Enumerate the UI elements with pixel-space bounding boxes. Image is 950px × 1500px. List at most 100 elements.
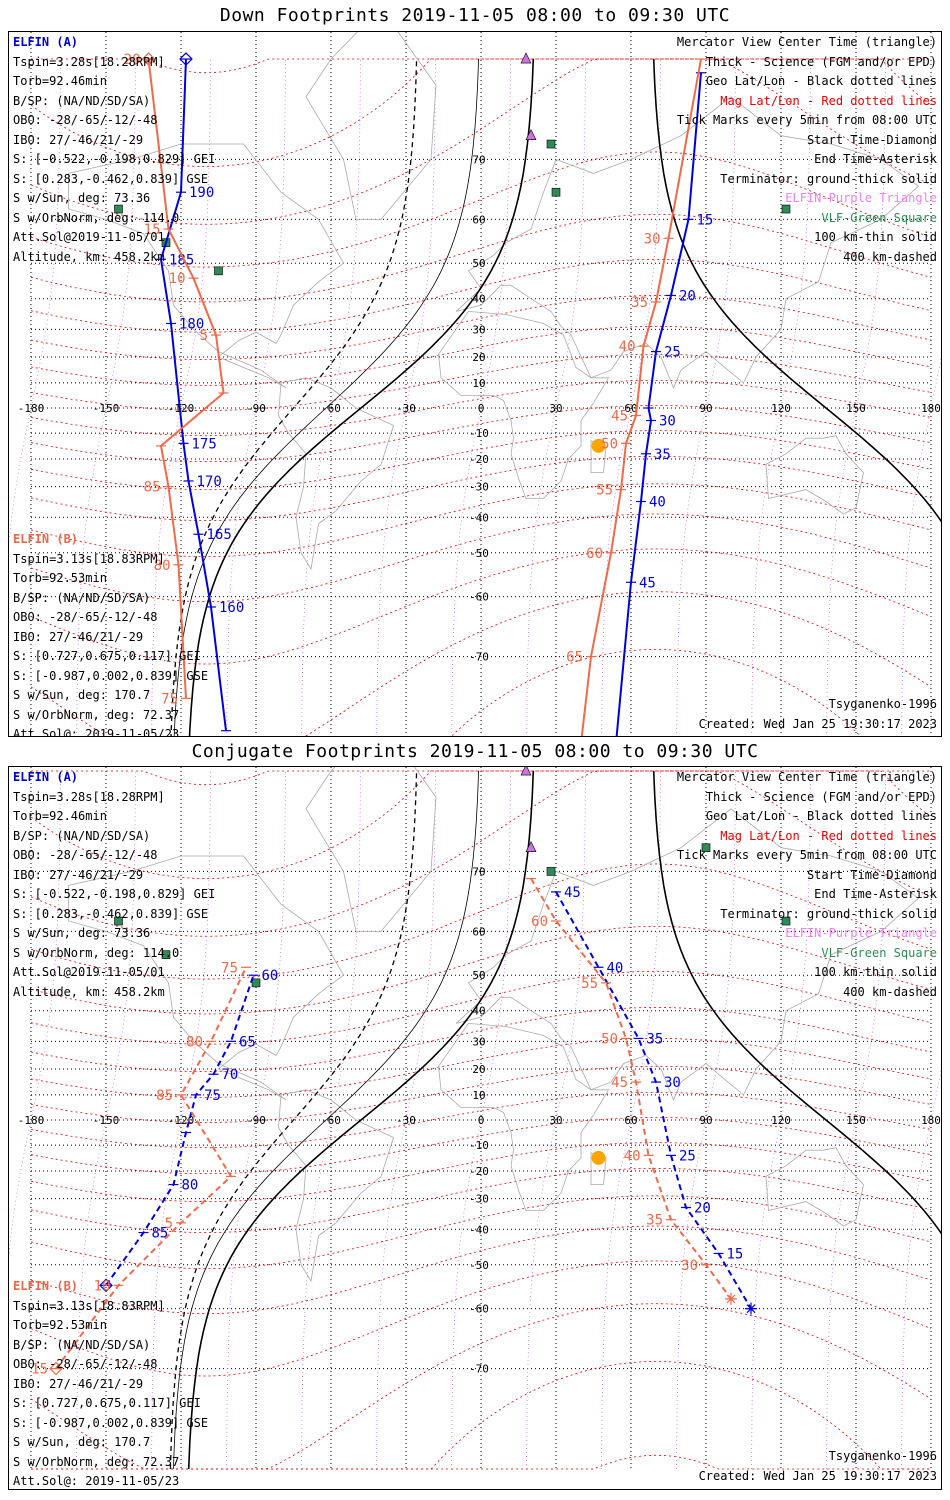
lon-tick-label: -180 [18, 402, 45, 415]
track-tick-label: 45 [564, 885, 581, 901]
track-tick-label: 65 [566, 650, 583, 666]
mag-lat-gridline [30, 1117, 932, 1175]
start-diamond-marker [99, 1278, 113, 1293]
lon-tick-label: -150 [93, 402, 120, 415]
track-tick-label: 45 [611, 409, 628, 425]
elfin-b-info-line: IBO: 27/-46/21/-29 [13, 1376, 144, 1391]
elfin-a-info-line: Torb=92.46min [13, 74, 107, 88]
coastline [765, 1147, 864, 1227]
elfin-b-info-line: B/SP: (NA/ND/SD/SA) [13, 1337, 151, 1352]
elfin-b-info-line: B/SP: (NA/ND/SD/SA) [13, 590, 151, 605]
legend-line: VLF-Green Square [821, 210, 937, 225]
track-tick-label: 85 [152, 1226, 169, 1242]
legend: Mercator View Center Time (triangle) Thic… [677, 768, 937, 1002]
vlf-station-marker [251, 978, 261, 988]
lat-tick-label: -30 [469, 1193, 489, 1206]
track-tick-label: 80 [186, 1034, 203, 1050]
terminator-100km [173, 770, 479, 1470]
track-tick-label: 35 [654, 447, 671, 463]
elfin-a-info-line: S: [-0.522,-0.198,0.829] GEI [13, 887, 216, 901]
track-tick-label: 40 [619, 339, 636, 355]
vlf-station-marker [701, 843, 711, 853]
terminator-ground [188, 58, 535, 736]
lon-tick-label: 150 [846, 1114, 866, 1127]
elfin-b-info-line: S: [-0.987,0.002,0.839] GSE [13, 668, 209, 683]
elfin-b-info-line: S w/Sun, deg: 170.7 [13, 688, 151, 702]
lon-tick-label: -150 [93, 1114, 120, 1127]
elfin-a-info-line: S: [0.283,-0.462,0.839] GSE [13, 171, 209, 186]
coastline [455, 96, 920, 389]
legend-line: 400 km-dashed [843, 984, 937, 999]
lon-tick-label: 30 [549, 402, 562, 415]
mag-lat-gridline [30, 58, 932, 168]
elfin-b-info: ELFIN (B) Tspin=3.13s[18.83RPM] Torb=92.53… [13, 1277, 208, 1489]
legend-line: ELFIN-Purple Triangle [785, 926, 937, 940]
track-tick-label: 20 [679, 288, 696, 304]
track-tick-label: 40 [607, 960, 624, 976]
legend-line: End Time-Asterisk [814, 152, 937, 166]
mag-lat-gridline [30, 1037, 932, 1098]
vlf-station-marker [114, 916, 123, 926]
down-footprints-map-panel: -180 -150 -120 -90 -60 -30 0 30 60 90 120 150 180 70 6… [8, 31, 942, 737]
mag-lat-gridline [30, 1142, 932, 1203]
track-tick-label: 15 [31, 1362, 48, 1378]
vlf-station-marker [214, 266, 223, 276]
track-tick-label: 85 [144, 480, 161, 496]
lon-tick-label: 180 [921, 1114, 941, 1127]
mag-lat-gridline [30, 770, 932, 880]
elfin-a-info-line: S w/Sun, deg: 73.36 [13, 926, 151, 940]
track-tick-label: 75 [161, 691, 178, 707]
track-tick-label: 80 [154, 558, 171, 574]
lat-tick-label: -40 [469, 511, 489, 524]
track-tick-label: 25 [664, 345, 681, 361]
track-tick-label: 10 [169, 271, 186, 287]
down-footprints-map: -180 -150 -120 -90 -60 -30 0 30 60 90 120 150 180 70 6… [9, 32, 941, 736]
coastline [765, 435, 864, 515]
terminator-ground [652, 770, 941, 1235]
track-tick-label: 10 [94, 1278, 111, 1294]
elfin-a-info-line: S w/OrbNorm, deg: 114.0 [13, 210, 180, 225]
elfin-b-info-line: S: [0.727,0.675,0.117] GEI [13, 1396, 201, 1410]
track-tick-label: 5 [165, 1216, 173, 1232]
terminator-400km [170, 58, 418, 736]
track-tick-label: 190 [189, 185, 214, 201]
lat-tick-label: 50 [472, 257, 485, 270]
coastline [438, 1022, 610, 1211]
elfin-a-info-line: IBO: 27/-46/21/-29 [13, 132, 144, 147]
track-tick-label: 60 [262, 968, 279, 984]
mag-lat-gridline [31, 1360, 931, 1470]
lon-tick-label: 180 [921, 402, 941, 415]
track-tick-label: 15 [144, 222, 161, 238]
lat-tick-label: -20 [469, 453, 489, 466]
model-label: Tsyganenko-1996 [828, 697, 937, 711]
conjugate-footprints-title: Conjugate Footprints 2019-11-05 08:00 to… [191, 741, 759, 762]
lat-tick-label: 50 [472, 969, 485, 982]
track-tick-label: 15 [697, 212, 714, 228]
lon-tick-label: 0 [478, 1114, 485, 1127]
legend-line: Mag Lat/Lon - Red dotted lines [720, 828, 937, 843]
lon-tick-label: 90 [699, 402, 712, 415]
track-tick-label: 15 [727, 1246, 744, 1262]
elfin-b-info-line: S w/OrbNorm, deg: 72.37 [13, 1454, 180, 1469]
mag-lat-gridline [451, 648, 861, 736]
created-label: Created: Wed Jan 25 19:30:17 2023 [698, 717, 937, 731]
lon-tick-label: 120 [771, 1114, 791, 1127]
terminator-400km [169, 770, 418, 1470]
track-tick-label: 30 [681, 1258, 698, 1274]
mag-lat-gridline [31, 770, 931, 786]
mag-lat-gridline [31, 58, 931, 74]
track-tick-label: 70 [222, 1067, 239, 1083]
elfin-a-info-line: Torb=92.46min [13, 809, 107, 823]
lon-tick-label: 90 [699, 1114, 712, 1127]
track-tick-label: 55 [596, 483, 613, 499]
lat-tick-label: 10 [472, 377, 485, 390]
coastline [68, 855, 345, 1101]
elfin-a-info-line: OBO: -28/-65/-12/-48 [13, 113, 158, 127]
coastline [278, 377, 394, 571]
vlf-station-marker [546, 139, 556, 149]
track-tick-label: 165 [207, 527, 232, 543]
track-tick-label: 75 [221, 960, 238, 976]
coastline [305, 767, 437, 932]
elfin-a-track [105, 974, 255, 1286]
legend-line: 100 km-thin solid [814, 965, 937, 979]
